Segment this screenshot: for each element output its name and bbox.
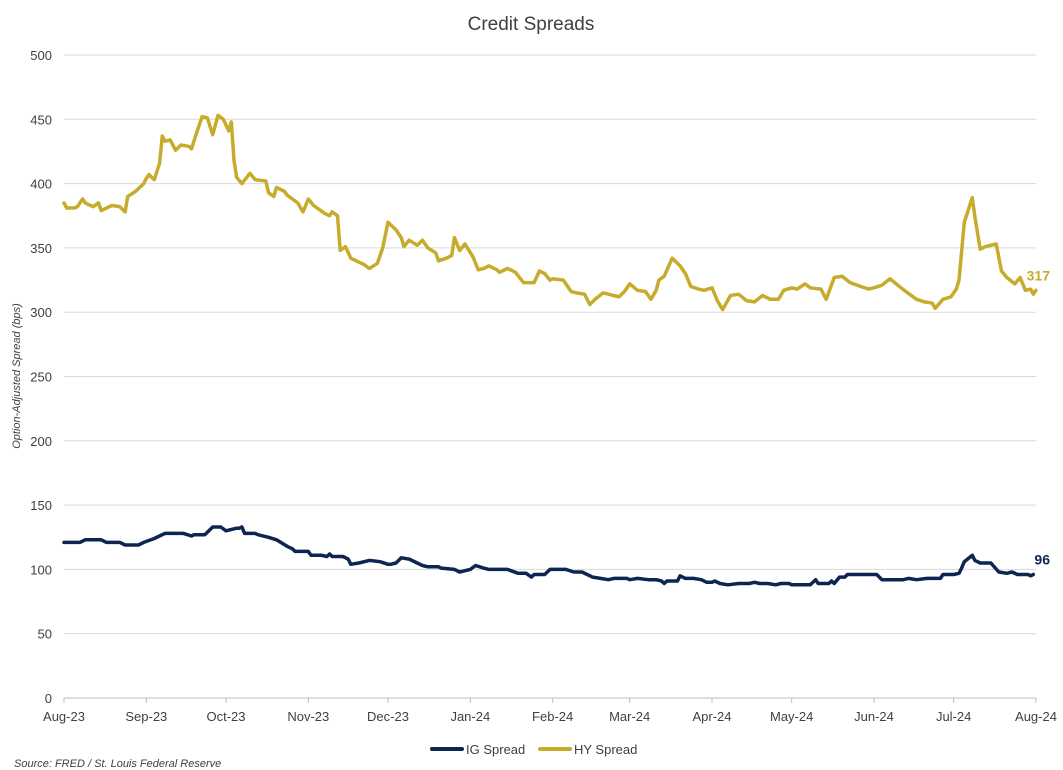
y-axis-label: Option-Adjusted Spread (bps) [11,303,23,449]
x-tick-label: Oct-23 [206,709,245,724]
y-tick-label: 200 [30,434,52,449]
y-tick-label: 400 [30,177,52,192]
x-tick-label: Feb-24 [532,709,573,724]
x-tick-label: Aug-24 [1015,709,1057,724]
y-tick-label: 500 [30,48,52,63]
x-tick-label: May-24 [770,709,813,724]
x-tick-label: Mar-24 [609,709,650,724]
hy-end-value-label: 317 [1027,267,1051,283]
chart-title: Credit Spreads [468,14,595,35]
y-tick-label: 150 [30,498,52,513]
x-tick-label: Jul-24 [936,709,971,724]
ig-end-value-label: 96 [1034,552,1050,568]
ig-legend-label: IG Spread [466,742,525,757]
x-tick-label: Sep-23 [125,709,167,724]
legend: IG Spread HY Spread [430,742,637,757]
hy-legend-label: HY Spread [574,742,637,757]
y-tick-label: 300 [30,305,52,320]
y-tick-label: 0 [45,691,52,706]
source-note: Source: FRED / St. Louis Federal Reserve [14,758,221,770]
hy-spread-line [62,113,1038,312]
x-tick-label: Aug-23 [43,709,85,724]
y-tick-label: 50 [38,627,52,642]
ig-spread-line [62,525,1036,587]
x-tick-label: Jun-24 [854,709,894,724]
y-tick-label: 350 [30,241,52,256]
x-tick-label: Dec-23 [367,709,409,724]
y-tick-label: 100 [30,562,52,577]
x-tick-label: Apr-24 [692,709,731,724]
x-axis: Aug-23 Sep-23 Oct-23 Nov-23 Dec-23 Jan-24 Feb-… [43,697,1057,724]
x-tick-label: Jan-24 [450,709,490,724]
y-tick-label: 250 [30,370,52,385]
y-axis-ticks: 0 50 100 150 200 250 300 350 400 450 500 [30,48,52,706]
y-tick-label: 450 [30,112,52,127]
x-tick-label: Nov-23 [287,709,329,724]
series-lines: 96 317 [62,113,1051,587]
gridlines [64,54,1036,635]
